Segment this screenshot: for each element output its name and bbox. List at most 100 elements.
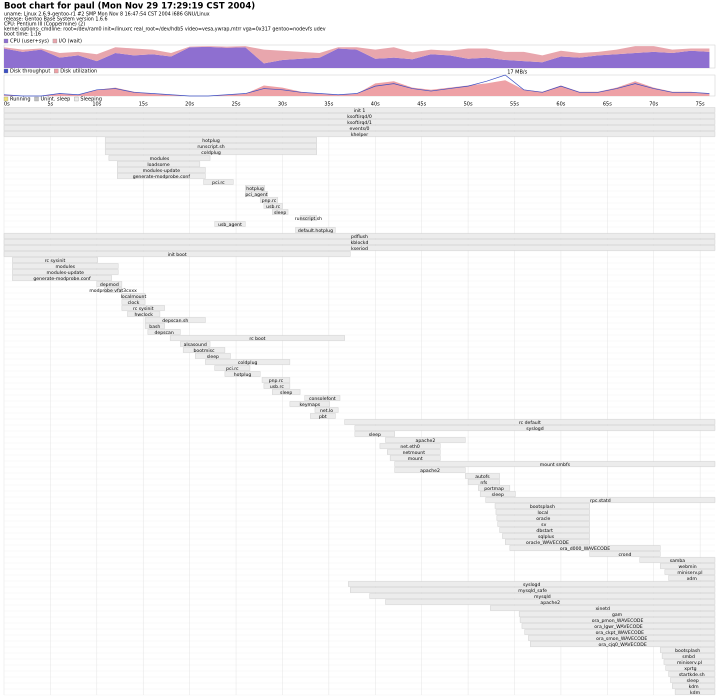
legend-label: Running [10, 97, 31, 103]
process-label: khelper [351, 132, 368, 138]
process-label: ora_ckpt_WAVECODE [596, 630, 645, 636]
process-label: syslogd [523, 582, 541, 588]
process-label: sleep [369, 432, 381, 438]
process-bar [304, 395, 341, 401]
process-label: xdm [687, 576, 698, 582]
process-label: events/0 [350, 126, 370, 132]
process-label: rc sysinit [45, 258, 66, 264]
process-label: depmod [100, 282, 119, 288]
process-label: local [537, 510, 548, 516]
process-label: alsasound [184, 342, 207, 348]
process-bar [479, 491, 516, 497]
process-label: webmin [679, 564, 697, 570]
header-line: boot time: 1:16 [4, 32, 41, 38]
process-bar [12, 275, 112, 281]
x-tick-label: 65s [603, 102, 612, 108]
legend-label: Sleeping [80, 97, 102, 103]
process-bar [205, 359, 291, 365]
process-label: apache2 [540, 600, 560, 606]
process-label: coldplug [238, 360, 258, 366]
process-bar [389, 455, 441, 461]
process-bar [104, 287, 123, 293]
process-bar [495, 509, 590, 515]
process-bar [350, 587, 716, 593]
process-bar [505, 539, 590, 545]
process-bar [348, 581, 716, 587]
process-bar [497, 521, 590, 527]
process-bar [214, 365, 251, 371]
x-tick-label: 45s [417, 102, 426, 108]
process-label: init 1 [354, 108, 366, 114]
process-bar [121, 299, 146, 305]
process-label: sleep [280, 390, 292, 396]
process-label: default.hotplug [298, 228, 333, 234]
process-label: gam [612, 613, 623, 618]
process-bar [195, 353, 231, 359]
process-label: miniserv.pl [677, 660, 702, 666]
process-bar [144, 317, 206, 323]
process-bar [263, 383, 291, 389]
process-label: rc sysinit [133, 306, 154, 312]
process-label: runscript.sh [295, 216, 322, 222]
process-label: pbt [319, 414, 327, 420]
area-series [4, 46, 710, 68]
x-tick-label: 20s [185, 102, 194, 108]
process-bar [96, 281, 123, 287]
process-bar [3, 113, 716, 119]
process-label: modules-update [143, 168, 181, 174]
process-bar [289, 401, 330, 407]
process-label: pnp.rc [269, 378, 284, 384]
process-bar [490, 605, 716, 611]
process-bar [385, 599, 716, 605]
x-tick-label: 60s [556, 102, 565, 108]
x-tick-label: 25s [232, 102, 241, 108]
process-bar [127, 311, 161, 317]
process-label: samba [670, 558, 686, 564]
process-bar [117, 161, 201, 167]
legend-label: Disk throughput [10, 69, 50, 75]
process-bar [494, 503, 590, 509]
process-bar [530, 641, 716, 647]
process-bar [104, 149, 318, 155]
process-label: smbd [682, 654, 695, 660]
process-bar [519, 617, 716, 623]
process-bar [518, 611, 716, 617]
process-bar [496, 515, 590, 521]
process-label: consolefont [309, 396, 336, 402]
process-label: depscan [154, 330, 173, 336]
process-bar [660, 647, 716, 653]
process-label: hwclock [134, 312, 153, 318]
process-bar [668, 671, 716, 677]
legend-swatch [34, 96, 39, 102]
process-label: mount smbfs [540, 462, 571, 468]
process-label: net.eth0 [400, 444, 420, 450]
x-tick-label: 30s [278, 102, 287, 108]
process-label: modprobe vfat3cxxx [89, 288, 137, 294]
process-label: crond [618, 552, 631, 558]
process-label: oracle [536, 516, 550, 522]
process-bar [3, 233, 716, 239]
process-label: localmount [121, 294, 147, 300]
process-bar [528, 635, 716, 641]
process-bar [245, 191, 268, 197]
process-bar [182, 347, 226, 353]
process-bar [664, 569, 716, 575]
header-line: kernel options: cmdline: root=/dev/ram0 … [4, 27, 326, 33]
process-label: sleep [274, 210, 286, 216]
x-tick-label: 40s [371, 102, 380, 108]
process-bar [214, 221, 246, 227]
process-label: bash [149, 324, 160, 330]
process-bar [485, 497, 716, 503]
process-bar [12, 269, 119, 275]
process-label: sv [541, 523, 546, 528]
process-label: portmap [484, 486, 504, 492]
process-label: bootsplash [530, 504, 555, 510]
process-label: dbstart [536, 528, 553, 534]
process-bar [499, 527, 590, 533]
process-bar [144, 323, 165, 329]
process-bar [478, 485, 511, 491]
process-bar [180, 341, 211, 347]
process-bar [521, 623, 716, 629]
